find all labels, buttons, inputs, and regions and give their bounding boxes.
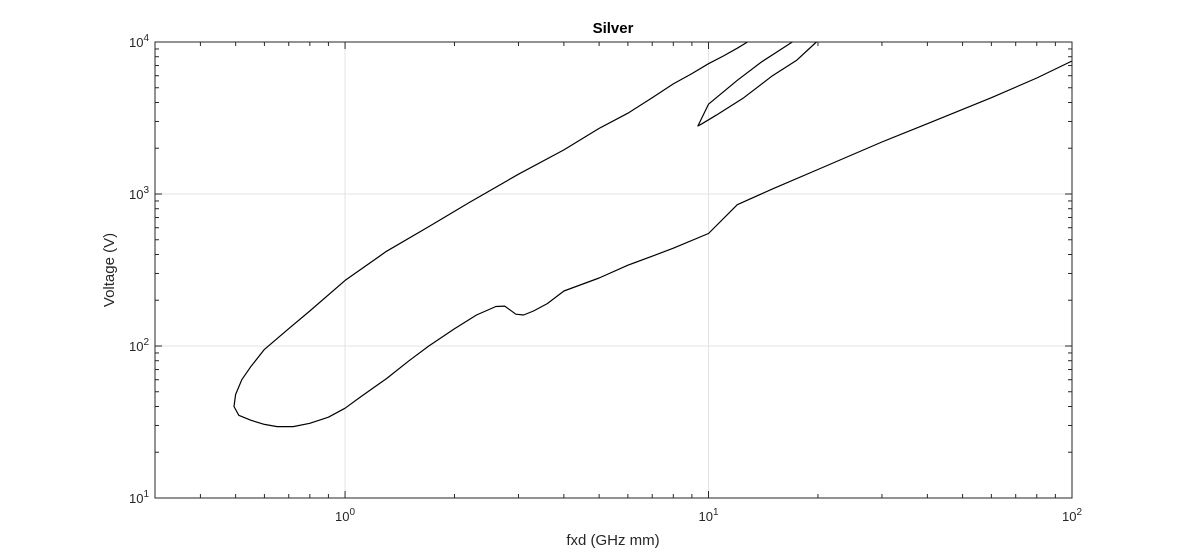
x-tick-label: 102	[1062, 507, 1082, 524]
y-axis-label: Voltage (V)	[101, 233, 118, 307]
series-line-1	[233, 41, 1073, 428]
y-tick-label: 102	[129, 337, 149, 354]
series-line-2	[697, 41, 818, 127]
y-tick-labels: 101 102 103 104	[129, 33, 149, 506]
x-axis-label: fxd (GHz mm)	[566, 532, 659, 549]
y-tick-label: 104	[129, 33, 149, 50]
grid-lines	[155, 42, 1072, 498]
plot-area	[155, 42, 1072, 498]
y-tick-label: 101	[129, 489, 149, 506]
series-layer	[233, 41, 1073, 428]
y-tick-label: 103	[129, 185, 149, 202]
x-tick-label: 100	[335, 507, 355, 524]
chart-title: Silver	[593, 20, 634, 37]
x-tick-labels: 100 101 102	[335, 507, 1082, 524]
x-tick-label: 101	[699, 507, 719, 524]
plot-frame	[154, 41, 1073, 499]
minor-ticks	[154, 42, 1072, 498]
